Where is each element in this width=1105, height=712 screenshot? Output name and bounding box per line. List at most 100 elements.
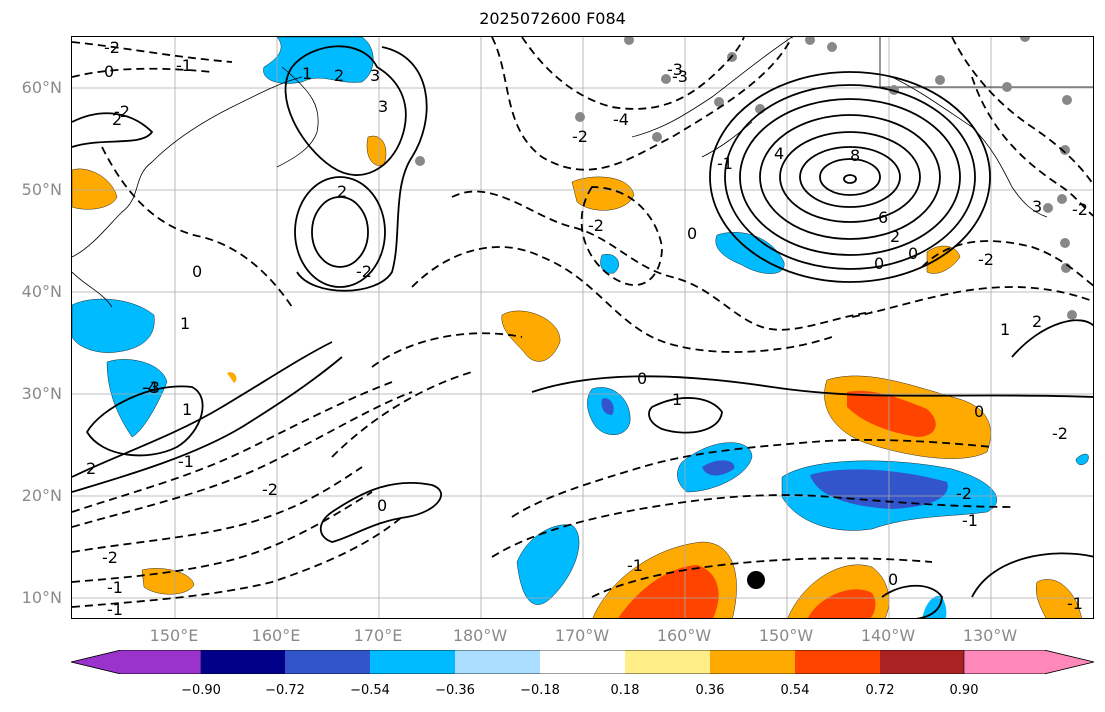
station-dot [1057, 194, 1067, 204]
shade-red-tropic [618, 565, 719, 618]
colorbar-tick: −0.36 [435, 683, 475, 698]
contour-label: 1 [180, 314, 190, 333]
colorbar-segment [285, 650, 370, 674]
station-dot [1062, 95, 1072, 105]
contour-label: 0 [377, 496, 387, 515]
lat-label-20n: 20°N [21, 486, 62, 505]
colorbar-segment [795, 650, 880, 674]
station-dot [652, 132, 662, 142]
negative-shading [72, 37, 1089, 618]
map-title: 2025072600 F084 [479, 9, 626, 28]
contour-label: 2 [334, 66, 344, 85]
contour-label: 1 [672, 390, 682, 409]
lat-label-40n: 40°N [21, 282, 62, 301]
contour-label: 2 [890, 227, 900, 246]
colorbar-segment [880, 650, 964, 674]
contour-label: -2 [1052, 424, 1068, 443]
contour-label: 8 [850, 146, 860, 165]
contour-label: -1 [178, 452, 194, 471]
station-dot [1002, 82, 1012, 92]
lat-label-50n: 50°N [21, 180, 62, 199]
colorbar-extend-low [71, 650, 202, 674]
contour-label: -1 [627, 556, 643, 575]
contour-label: 6 [878, 208, 888, 227]
contour-label: 2 [1032, 312, 1042, 331]
station-dot [1067, 310, 1077, 320]
contour-label: -2 [262, 480, 278, 499]
contour-label: 0 [908, 244, 918, 263]
colorbar-tick: 0.36 [695, 683, 725, 698]
shade-blue-hawaii-dark [702, 460, 735, 476]
contour-label: -4 [613, 110, 629, 129]
colorbar [71, 650, 1094, 674]
lat-label-30n: 30°N [21, 384, 62, 403]
colorbar-segment [710, 650, 795, 674]
shade-blue-se [922, 595, 947, 618]
contour-label: 2 [86, 459, 96, 478]
lat-label-60n: 60°N [21, 78, 62, 97]
contour-label: -3 [667, 60, 683, 79]
shade-blue-sw [516, 524, 580, 605]
lon-label-180w: 180°W [452, 626, 508, 645]
shade-red-tropic2 [808, 589, 876, 618]
contour-label: -2 [956, 484, 972, 503]
contour-label: -4 [142, 378, 158, 397]
positive-shading [72, 135, 1082, 618]
contour-label: -2 [104, 38, 120, 57]
station-dot [1020, 37, 1030, 42]
lon-label-150e: 150°E [149, 626, 199, 645]
contour-label: 1 [1000, 320, 1010, 339]
shade-orange-mid [501, 310, 561, 362]
shade-blue-japan [72, 298, 155, 353]
shade-blue-okhotsk [263, 37, 374, 84]
contour-label: -1 [962, 511, 978, 530]
stations [415, 37, 1077, 320]
colorbar-tick: 0.54 [780, 683, 810, 698]
station-dot [1060, 238, 1070, 248]
contour-label: -3 [672, 67, 688, 86]
contour-label: 3 [370, 66, 380, 85]
contour-label: 2 [337, 182, 347, 201]
contour-label: -2 [588, 216, 604, 235]
lon-label-160w: 160°W [656, 626, 712, 645]
station-dot [827, 42, 837, 52]
shade-orange-nw [72, 168, 118, 210]
lon-label-160e: 160°E [251, 626, 301, 645]
colorbar-segment [370, 650, 455, 674]
map-canvas: -2 0 -1 -2 2 3 8 6 2 0 0 -2 2 -2 0 1 -3 … [72, 37, 1093, 618]
shade-blue-small1 [600, 254, 619, 274]
station-dot [1043, 203, 1053, 213]
solid-contours [72, 45, 1093, 618]
contour-label: -2 [114, 102, 130, 121]
colorbar-segment [455, 650, 540, 674]
lon-label-170w: 170°W [554, 626, 610, 645]
dashed-contours [72, 37, 1093, 608]
shade-blue-east-mid [810, 469, 948, 509]
shade-blue-gulf [715, 232, 785, 274]
colorbar-tick: −0.54 [350, 683, 390, 698]
shade-blue-tiny [1075, 453, 1089, 466]
shade-blue-japan2 [106, 359, 168, 438]
station-dot [805, 37, 815, 45]
lat-label-10n: 10°N [21, 588, 62, 607]
shade-orange-aleutian [571, 176, 635, 211]
contour-label: 2 [112, 110, 122, 129]
contour-label: -2 [356, 262, 372, 281]
station-dot [624, 37, 634, 45]
station-dot [575, 112, 585, 122]
colorbar-tick: −0.18 [520, 683, 560, 698]
contour-label: 0 [192, 262, 202, 281]
lon-label-170e: 170°E [353, 626, 403, 645]
contour-label: -1 [717, 154, 733, 173]
colorbar-segment [540, 650, 625, 674]
station-dot [714, 97, 724, 107]
colorbar-tick: −0.72 [265, 683, 305, 698]
station-dot [935, 75, 945, 85]
station-dot [1061, 263, 1071, 273]
contour-label: 0 [874, 254, 884, 273]
contour-label: 0 [974, 402, 984, 421]
shade-orange-small [227, 372, 237, 383]
storm-marker [747, 571, 765, 589]
contour-label: -2 [978, 250, 994, 269]
shade-orange-kamchatka [366, 135, 387, 166]
